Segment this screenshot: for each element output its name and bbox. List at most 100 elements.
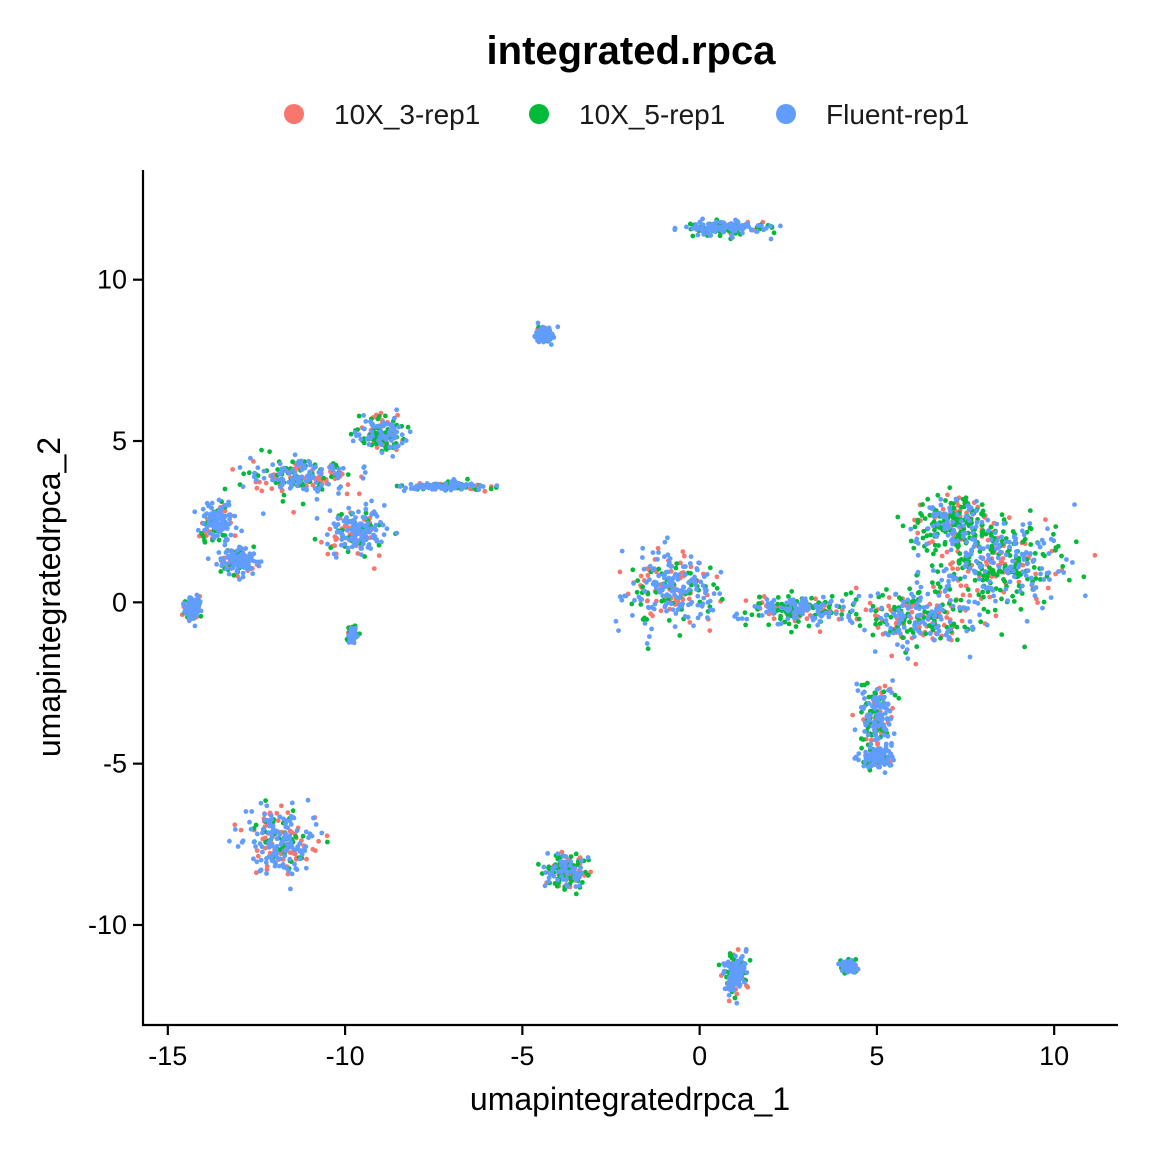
point-fluent (947, 505, 952, 511)
point-fluent (754, 229, 759, 235)
point-fluent (351, 639, 356, 644)
point-fluent (292, 452, 298, 458)
point-fluent (698, 579, 704, 585)
point-fluent (960, 531, 966, 536)
point-fluent (613, 618, 619, 624)
point-fluent (192, 623, 198, 629)
point-fluent (666, 575, 672, 581)
point-10x5 (972, 577, 978, 583)
point-fluent (1014, 549, 1019, 554)
point-10x3 (735, 947, 741, 952)
point-10x5 (356, 413, 362, 419)
point-fluent (728, 226, 734, 232)
point-10x3 (395, 412, 400, 418)
point-10x5 (985, 609, 991, 615)
point-fluent (784, 600, 789, 606)
point-fluent (333, 555, 339, 560)
point-fluent (680, 601, 685, 607)
point-fluent (476, 487, 482, 493)
point-fluent (1039, 537, 1045, 543)
point-fluent (647, 577, 652, 582)
point-fluent (738, 955, 744, 961)
point-fluent (1048, 595, 1054, 600)
point-fluent (222, 514, 228, 520)
point-fluent (918, 584, 924, 590)
point-fluent (384, 526, 390, 532)
point-10x5 (642, 615, 647, 621)
point-10x5 (218, 569, 224, 574)
point-fluent (730, 981, 736, 987)
point-fluent (675, 573, 680, 578)
point-fluent (469, 481, 474, 487)
point-fluent (964, 560, 969, 566)
point-fluent (929, 506, 935, 512)
point-fluent (873, 724, 878, 730)
point-fluent (225, 554, 231, 560)
point-fluent (882, 725, 887, 731)
point-10x5 (884, 587, 889, 592)
point-10x5 (536, 861, 541, 867)
point-10x3 (263, 480, 269, 486)
point-fluent (378, 519, 383, 525)
point-10x5 (231, 572, 237, 578)
point-fluent (294, 867, 300, 873)
point-fluent (913, 539, 918, 545)
point-fluent (407, 429, 413, 435)
point-10x5 (488, 486, 494, 492)
point-10x5 (981, 573, 987, 579)
point-fluent (630, 613, 635, 618)
point-10x5 (727, 951, 733, 956)
point-10x3 (222, 508, 228, 514)
point-fluent (739, 225, 745, 231)
point-fluent (289, 800, 295, 806)
point-fluent (564, 871, 570, 877)
point-fluent (226, 571, 232, 577)
point-fluent (915, 569, 921, 575)
point-10x5 (653, 589, 659, 595)
point-fluent (888, 716, 894, 722)
point-fluent (940, 607, 945, 613)
point-10x3 (648, 611, 653, 617)
point-fluent (255, 559, 260, 565)
point-fluent (361, 413, 366, 418)
x-axis-title: umapintegratedrpca_1 (470, 1081, 790, 1117)
point-10x5 (363, 510, 369, 516)
point-fluent (401, 488, 407, 494)
point-10x5 (923, 631, 929, 637)
point-fluent (939, 577, 945, 583)
chart-title: integrated.rpca (487, 29, 777, 73)
point-fluent (884, 707, 890, 712)
point-fluent (866, 764, 871, 770)
point-fluent (652, 579, 657, 585)
point-10x3 (999, 560, 1005, 566)
point-10x5 (793, 624, 799, 629)
point-fluent (815, 609, 821, 614)
point-fluent (397, 484, 403, 489)
point-fluent (546, 879, 551, 884)
point-10x3 (254, 485, 260, 491)
point-10x5 (927, 623, 932, 629)
point-fluent (996, 564, 1002, 570)
point-10x5 (951, 505, 957, 511)
point-10x3 (251, 459, 256, 464)
point-fluent (778, 223, 783, 229)
point-fluent (759, 223, 764, 229)
point-fluent (742, 979, 747, 985)
point-10x5 (766, 622, 772, 628)
point-fluent (304, 487, 309, 493)
point-fluent (542, 883, 548, 889)
point-10x5 (843, 591, 849, 597)
point-10x5 (912, 524, 918, 530)
point-fluent (254, 859, 260, 865)
point-10x5 (859, 745, 864, 751)
point-fluent (242, 553, 248, 559)
y-axis-ticks: -10 -5 0 5 10 (88, 265, 143, 940)
point-10x5 (1010, 593, 1015, 599)
point-fluent (555, 877, 561, 883)
point-fluent (733, 228, 738, 234)
point-fluent (358, 436, 364, 442)
point-fluent (838, 961, 843, 967)
point-fluent (256, 563, 262, 569)
point-10x5 (990, 568, 996, 573)
point-fluent (674, 587, 680, 593)
